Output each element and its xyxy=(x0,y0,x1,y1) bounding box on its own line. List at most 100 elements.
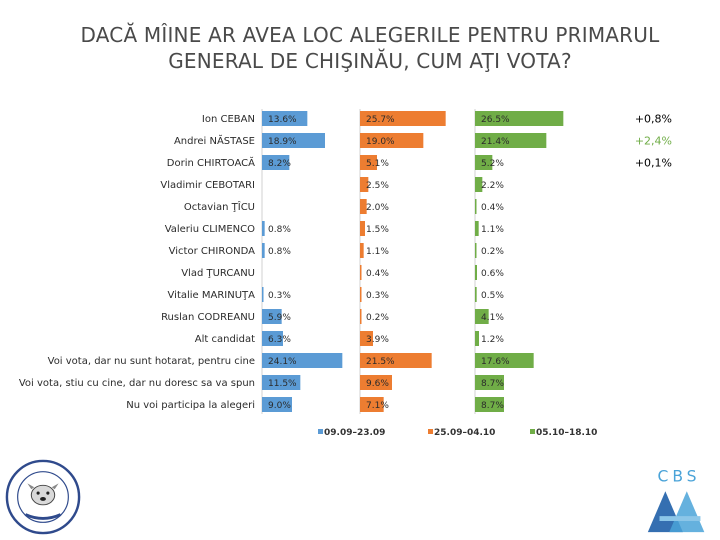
value-label: 0.3% xyxy=(268,291,291,301)
value-labels: 13.6% 18.9% 8.2% 0.8% 0.8% 0.3% 5.9% 6.3% 24.1% 1… xyxy=(268,115,510,411)
value-label: 1.2% xyxy=(481,335,504,345)
chart-title: DACĂ MÎINE AR AVEA LOC ALEGERILE PENTRU … xyxy=(80,23,660,73)
value-label: 25.7% xyxy=(366,115,395,125)
bar xyxy=(360,133,424,148)
row-label: Octavian ŢÎCU xyxy=(184,200,255,213)
legend-label: 09.09–23.09 xyxy=(324,428,385,438)
cbs-logo-text: CBS xyxy=(658,467,701,485)
bar xyxy=(360,353,432,368)
value-label: 0.2% xyxy=(366,313,389,323)
bar xyxy=(360,397,384,412)
bar xyxy=(475,331,479,346)
bar xyxy=(360,375,392,390)
bar xyxy=(475,243,477,258)
bar xyxy=(262,243,265,258)
row-label: Ion CEBAN xyxy=(202,114,255,125)
row-label: Vladimir CEBOTARI xyxy=(160,180,255,191)
watchdog-logo xyxy=(5,459,81,535)
cbs-logo: CBS xyxy=(640,462,718,538)
value-label: 3.9% xyxy=(366,335,389,345)
legend-swatch xyxy=(530,429,535,434)
bar xyxy=(360,177,369,192)
row-label: Victor CHIRONDA xyxy=(169,246,256,257)
value-label: 1.1% xyxy=(481,225,504,235)
panel-axes xyxy=(261,109,476,414)
row-label: Voi vota, dar nu sunt hotarat, pentru ci… xyxy=(48,356,255,367)
legend: 09.09–23.09 25.09–04.10 05.10–18.10 xyxy=(318,428,597,438)
value-label: 11.5% xyxy=(268,379,297,389)
value-label: 6.3% xyxy=(268,335,291,345)
difference-label: +0,8% xyxy=(635,113,672,126)
value-label: 0.5% xyxy=(481,291,504,301)
bar xyxy=(262,331,283,346)
bar xyxy=(475,353,534,368)
bar xyxy=(475,177,483,192)
row-label: Dorin CHIRTOACĂ xyxy=(167,156,255,169)
value-label: 9.6% xyxy=(366,379,389,389)
value-label: 0.6% xyxy=(481,269,504,279)
difference-label: +0,1% xyxy=(635,157,672,170)
bar xyxy=(475,287,477,302)
bar xyxy=(360,221,365,236)
bar xyxy=(360,309,362,324)
bar xyxy=(475,265,477,280)
value-label: 8.2% xyxy=(268,159,291,169)
bar xyxy=(475,375,504,390)
bar xyxy=(262,353,343,368)
value-label: 8.7% xyxy=(481,401,504,411)
row-labels: Ion CEBAN Andrei NĂSTASE Dorin CHIRTOACĂ Vl… xyxy=(19,114,255,411)
difference-labels: +0,8% +2,4% +0,1% xyxy=(635,113,672,170)
value-label: 13.6% xyxy=(268,115,297,125)
value-label: 0.4% xyxy=(366,269,389,279)
value-label: 4.1% xyxy=(481,313,504,323)
row-label: Nu voi participa la alegeri xyxy=(126,400,255,411)
value-label: 18.9% xyxy=(268,137,297,147)
bar xyxy=(360,265,362,280)
value-label: 2.5% xyxy=(366,181,389,191)
value-label: 21.5% xyxy=(366,357,395,367)
value-label: 7.1% xyxy=(366,401,389,411)
value-label: 0.8% xyxy=(268,225,291,235)
value-label: 1.5% xyxy=(366,225,389,235)
value-label: 0.8% xyxy=(268,247,291,257)
bar xyxy=(360,243,364,258)
bar xyxy=(475,397,504,412)
bar xyxy=(475,221,479,236)
bar xyxy=(360,199,367,214)
bar xyxy=(262,133,325,148)
bar xyxy=(262,155,290,170)
bar xyxy=(475,133,547,148)
value-label: 5.2% xyxy=(481,159,504,169)
bar xyxy=(475,309,489,324)
legend-swatch xyxy=(428,429,433,434)
bar xyxy=(262,287,264,302)
value-label: 17.6% xyxy=(481,357,510,367)
bar xyxy=(360,155,377,170)
row-label: Voi vota, stiu cu cine, dar nu doresc sa… xyxy=(19,378,255,389)
bar xyxy=(360,287,362,302)
value-label: 5.1% xyxy=(366,159,389,169)
value-label: 26.5% xyxy=(481,115,510,125)
value-label: 2.2% xyxy=(481,181,504,191)
bar xyxy=(262,111,308,126)
bar xyxy=(262,221,265,236)
value-label: 0.4% xyxy=(481,203,504,213)
row-label: Alt candidat xyxy=(195,334,255,345)
row-label: Ruslan CODREANU xyxy=(161,312,255,323)
bar xyxy=(262,375,301,390)
bar xyxy=(475,155,493,170)
value-label: 1.1% xyxy=(366,247,389,257)
value-label: 21.4% xyxy=(481,137,510,147)
bars xyxy=(262,111,564,412)
row-label: Valeriu CLIMENCO xyxy=(165,224,255,235)
value-label: 8.7% xyxy=(481,379,504,389)
row-label: Andrei NĂSTASE xyxy=(174,134,255,147)
difference-label: +2,4% xyxy=(635,135,672,148)
value-label: 24.1% xyxy=(268,357,297,367)
legend-label: 05.10–18.10 xyxy=(536,428,597,438)
value-label: 5.9% xyxy=(268,313,291,323)
legend-swatch xyxy=(318,429,323,434)
bar xyxy=(262,309,282,324)
bar xyxy=(475,111,564,126)
